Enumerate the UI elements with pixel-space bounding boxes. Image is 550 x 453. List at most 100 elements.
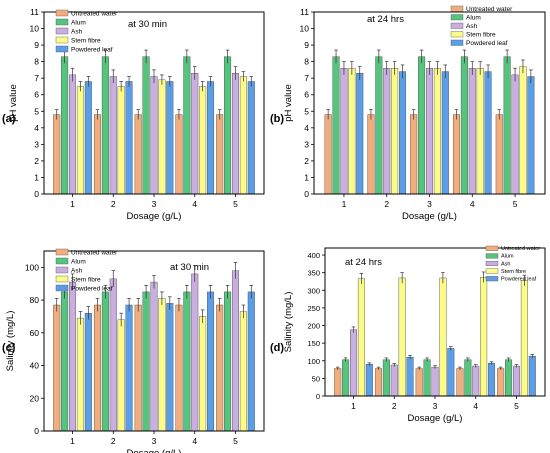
y-tick-label: 2: [34, 156, 39, 166]
bar-2-4: [231, 73, 239, 195]
bar-2-2: [431, 366, 439, 397]
panel-label: (a): [2, 113, 16, 125]
y-tick-label: 80: [30, 295, 40, 305]
chart-annotation: at 30 min: [128, 19, 167, 30]
bar-0-0: [53, 304, 61, 432]
bar-4-4: [528, 355, 536, 397]
legend-label: Ash: [501, 261, 510, 267]
x-tick-label: 2: [111, 199, 116, 209]
bar-1-1: [382, 359, 390, 397]
bar-1-3: [183, 291, 191, 432]
y-tick-label: 3: [304, 139, 309, 149]
bar-0-1: [374, 368, 382, 397]
y-tick-label: 0: [34, 426, 39, 436]
bar-1-3: [183, 56, 191, 195]
x-tick-label: 4: [192, 199, 197, 209]
bar-1-2: [423, 359, 431, 397]
bar-1-1: [101, 291, 109, 432]
bar-2-3: [472, 365, 480, 397]
legend-swatch: [485, 268, 499, 274]
bar-3-3: [199, 316, 207, 432]
bar-2-3: [191, 73, 199, 195]
x-tick-label: 1: [70, 436, 75, 446]
bar-1-0: [61, 56, 69, 195]
legend-swatch: [450, 14, 464, 21]
bar-3-0: [76, 86, 84, 195]
x-tick-label: 4: [473, 401, 478, 411]
bar-2-3: [191, 273, 199, 432]
y-tick-label: 10: [30, 24, 40, 34]
x-tick-label: 1: [70, 199, 75, 209]
bar-2-3: [468, 68, 476, 195]
legend-label: Ash: [71, 29, 83, 36]
legend-label: Stem fibre: [466, 32, 496, 39]
bar-2-4: [511, 74, 519, 195]
legend-swatch: [55, 36, 69, 44]
panel-label: (d): [270, 342, 284, 354]
legend-label: Untreated water: [501, 246, 540, 252]
x-tick-label: 5: [513, 199, 518, 209]
bar-1-4: [505, 359, 513, 397]
y-tick-label: 350: [307, 269, 320, 278]
legend-label: Ash: [71, 268, 83, 275]
bar-1-4: [224, 56, 232, 195]
legend-swatch: [55, 27, 69, 35]
y-tick-label: 20: [30, 393, 40, 403]
legend-label: Powdered leaf: [501, 277, 537, 283]
legend-label: Alum: [71, 20, 86, 27]
x-axis-label: Dosage (g/L): [127, 211, 182, 222]
bar-0-0: [334, 368, 342, 397]
y-tick-label: 300: [307, 286, 320, 295]
bar-4-2: [441, 71, 449, 195]
y-axis-label: Salinity (mg/L): [283, 292, 294, 353]
legend-label: Alum: [466, 15, 481, 22]
bar-0-3: [175, 114, 183, 195]
bar-2-0: [69, 281, 77, 432]
bar-3-2: [158, 298, 166, 432]
bar-0-1: [93, 304, 101, 432]
x-tick-label: 3: [152, 436, 157, 446]
bar-3-4: [239, 311, 247, 432]
legend-swatch: [450, 31, 464, 38]
y-tick-label: 4: [304, 123, 309, 133]
chart-annotation: at 24 hrs: [345, 257, 382, 268]
bar-1-4: [503, 56, 511, 195]
bar-4-4: [247, 81, 255, 195]
bar-4-0: [356, 73, 364, 195]
bar-2-4: [231, 270, 239, 432]
y-tick-label: 5: [304, 106, 309, 116]
x-tick-label: 1: [351, 401, 356, 411]
bar-0-2: [410, 114, 418, 195]
bar-4-1: [125, 304, 133, 432]
bar-0-0: [324, 114, 332, 195]
x-tick-label: 4: [470, 199, 475, 209]
y-tick-label: 50: [312, 374, 320, 383]
bar-4-0: [84, 312, 92, 432]
y-tick-label: 2: [304, 156, 309, 166]
x-tick-label: 2: [111, 436, 116, 446]
bar-3-4: [239, 76, 247, 195]
bar-4-1: [399, 71, 407, 195]
legend-swatch: [55, 257, 69, 265]
bar-2-1: [109, 278, 117, 432]
bar-0-4: [497, 368, 505, 397]
x-tick-label: 4: [192, 436, 197, 446]
y-tick-label: 0: [316, 392, 320, 401]
bar-3-1: [117, 319, 125, 432]
legend-swatch: [485, 261, 499, 267]
bar-0-4: [495, 114, 503, 195]
bar-2-2: [150, 281, 158, 432]
bar-2-1: [109, 76, 117, 195]
y-tick-label: 7: [34, 73, 39, 83]
bar-3-4: [520, 280, 528, 397]
y-tick-label: 6: [34, 90, 39, 100]
panel-label: (c): [2, 342, 16, 354]
bar-2-2: [150, 76, 158, 195]
y-tick-label: 10: [300, 24, 310, 34]
bar-0-4: [216, 304, 224, 432]
